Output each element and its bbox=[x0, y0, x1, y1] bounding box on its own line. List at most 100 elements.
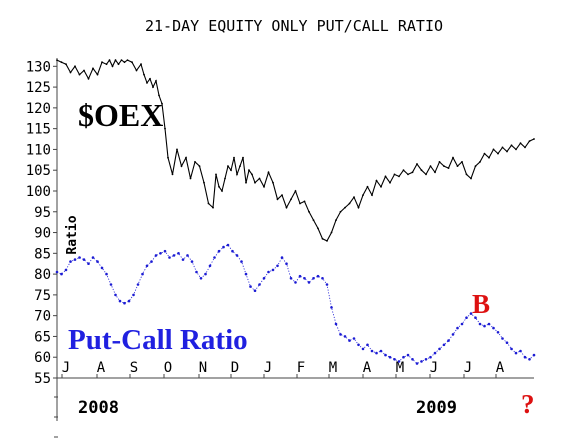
oex-point bbox=[519, 142, 522, 145]
x-month-label: A bbox=[97, 360, 106, 376]
oex-point bbox=[294, 190, 297, 192]
put-call-ratio-point bbox=[397, 360, 401, 363]
oex-point bbox=[227, 165, 229, 168]
y-tick-label: 55 bbox=[34, 371, 51, 387]
put-call-ratio-point bbox=[132, 293, 135, 297]
oex-point bbox=[158, 94, 160, 97]
y-tick-label: 105 bbox=[26, 163, 51, 179]
put-call-ratio-point bbox=[343, 335, 347, 338]
oex-point bbox=[353, 196, 355, 199]
oex-point bbox=[258, 177, 261, 180]
put-call-ratio-point bbox=[474, 316, 477, 320]
oex-point bbox=[515, 148, 517, 151]
put-call-ratio-point bbox=[199, 277, 203, 280]
oex-point bbox=[461, 161, 463, 163]
oex-point bbox=[111, 65, 114, 68]
put-call-ratio-point bbox=[321, 277, 324, 280]
oex-point bbox=[189, 177, 192, 180]
oex-point bbox=[510, 144, 513, 147]
oex-point bbox=[425, 173, 427, 176]
oex-point bbox=[456, 165, 459, 168]
oex-point bbox=[272, 181, 274, 184]
x-month-label: A bbox=[363, 360, 372, 376]
oex-point bbox=[140, 63, 142, 66]
put-call-ratio-point bbox=[361, 347, 365, 351]
put-call-ratio-point bbox=[177, 252, 180, 255]
put-call-ratio-point bbox=[519, 349, 522, 353]
question-mark-label: ? bbox=[521, 389, 535, 419]
oex-point bbox=[501, 146, 504, 149]
oex-point bbox=[236, 173, 238, 176]
put-call-ratio-point bbox=[163, 249, 167, 253]
oex-point bbox=[357, 206, 360, 209]
put-call-ratio-point bbox=[91, 256, 95, 259]
oex-point bbox=[321, 237, 324, 240]
put-call-ratio-point bbox=[298, 274, 302, 278]
oex-point bbox=[105, 63, 108, 66]
put-call-ratio-point bbox=[379, 349, 383, 353]
x-month-label: J bbox=[464, 360, 472, 376]
put-call-ratio-point bbox=[145, 264, 149, 268]
put-call-ratio-point bbox=[172, 254, 176, 257]
oex-point bbox=[330, 231, 333, 234]
oex-point bbox=[299, 202, 301, 205]
oex-point bbox=[83, 69, 85, 72]
put-call-ratio-point bbox=[60, 272, 63, 276]
put-call-ratio-point bbox=[393, 358, 396, 361]
oex-point bbox=[411, 171, 414, 174]
oex-point bbox=[245, 181, 247, 184]
put-call-ratio-point bbox=[438, 347, 441, 351]
put-call-ratio-point bbox=[204, 272, 207, 276]
put-call-ratio-point bbox=[78, 256, 81, 259]
put-call-ratio-point bbox=[424, 358, 428, 361]
oex-point bbox=[470, 177, 472, 180]
oex-point bbox=[230, 169, 232, 172]
oex-point bbox=[348, 202, 351, 205]
oex-point bbox=[375, 179, 378, 182]
oex-point bbox=[74, 65, 76, 68]
put-call-ratio-point bbox=[240, 260, 243, 263]
y-tick-label: 110 bbox=[26, 142, 51, 158]
oex-point bbox=[161, 102, 163, 105]
oex-point bbox=[281, 194, 283, 197]
oex-point bbox=[393, 173, 396, 176]
oex-point bbox=[233, 156, 235, 159]
oex-point bbox=[429, 165, 432, 168]
oex-point bbox=[120, 59, 123, 61]
oex-point bbox=[146, 82, 148, 84]
put-call-ratio-point bbox=[370, 349, 374, 353]
put-call-ratio-point bbox=[87, 262, 90, 266]
put-call-ratio-point bbox=[168, 256, 171, 259]
oex-point bbox=[285, 206, 288, 209]
put-call-ratio-point bbox=[294, 281, 297, 284]
oex-point bbox=[123, 61, 126, 64]
put-call-ratio-point bbox=[136, 283, 140, 286]
oex-point bbox=[420, 169, 423, 172]
put-call-ratio-point bbox=[55, 270, 59, 274]
oex-point bbox=[149, 77, 151, 80]
put-call-ratio-point bbox=[285, 262, 288, 266]
oex-point bbox=[533, 138, 535, 140]
put-call-ratio-point bbox=[289, 277, 293, 280]
oex-point bbox=[407, 173, 409, 176]
put-call-ratio-point bbox=[262, 277, 266, 280]
put-call-ratio-point bbox=[150, 260, 153, 263]
oex-point bbox=[434, 171, 436, 174]
oex-point bbox=[389, 181, 391, 184]
oex-point bbox=[362, 194, 364, 197]
oex-point bbox=[224, 177, 226, 180]
put-call-ratio-point bbox=[348, 339, 351, 342]
put-call-ratio-point bbox=[181, 258, 185, 261]
y-tick-label: 125 bbox=[26, 80, 51, 96]
put-call-ratio-point bbox=[190, 260, 194, 263]
put-call-ratio-point bbox=[213, 256, 216, 259]
put-call-ratio-point bbox=[249, 285, 252, 288]
y-tick-label: 75 bbox=[34, 288, 51, 304]
oex-point bbox=[524, 146, 526, 149]
oex-point bbox=[308, 210, 310, 213]
put-call-ratio-point bbox=[96, 260, 99, 263]
oex-point bbox=[335, 219, 337, 222]
oex-label: $OEX bbox=[78, 97, 163, 133]
oex-point bbox=[155, 80, 157, 82]
